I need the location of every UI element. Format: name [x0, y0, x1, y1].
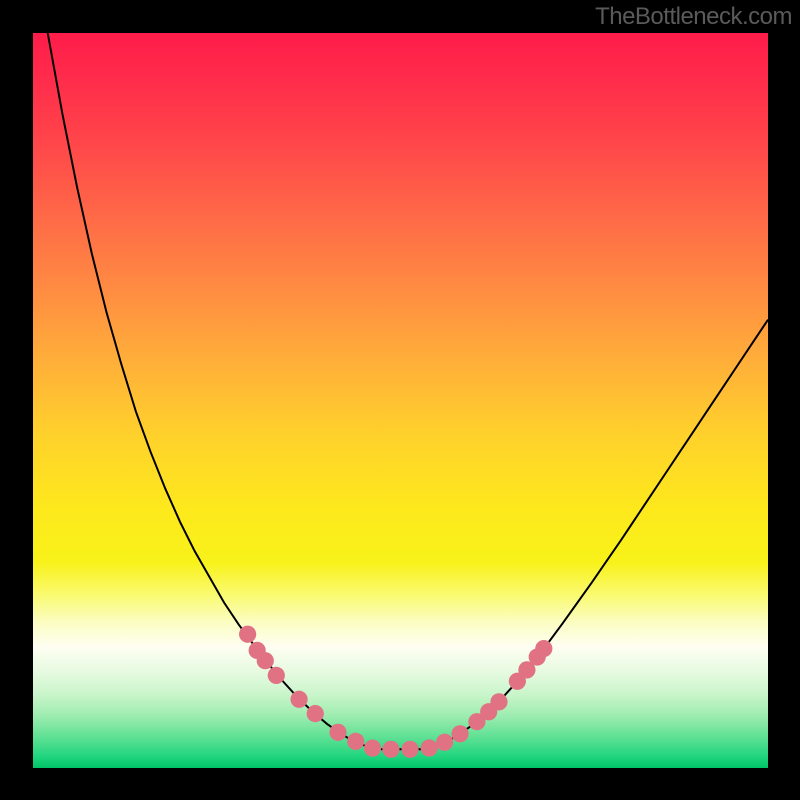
data-marker [364, 740, 381, 757]
bottleneck-curve-chart [33, 33, 768, 768]
plot-background [33, 33, 768, 768]
data-marker [307, 705, 324, 722]
data-marker [451, 725, 468, 742]
data-marker [490, 693, 507, 710]
data-marker [257, 652, 274, 669]
data-marker [436, 734, 453, 751]
data-marker [329, 724, 346, 741]
data-marker [239, 626, 256, 643]
data-marker [401, 741, 418, 758]
data-marker [382, 741, 399, 758]
data-marker [268, 667, 285, 684]
chart-container: TheBottleneck.com [0, 0, 800, 800]
watermark-text: TheBottleneck.com [595, 3, 792, 31]
data-marker [421, 739, 438, 756]
data-marker [535, 640, 552, 657]
data-marker [290, 691, 307, 708]
data-marker [347, 733, 364, 750]
